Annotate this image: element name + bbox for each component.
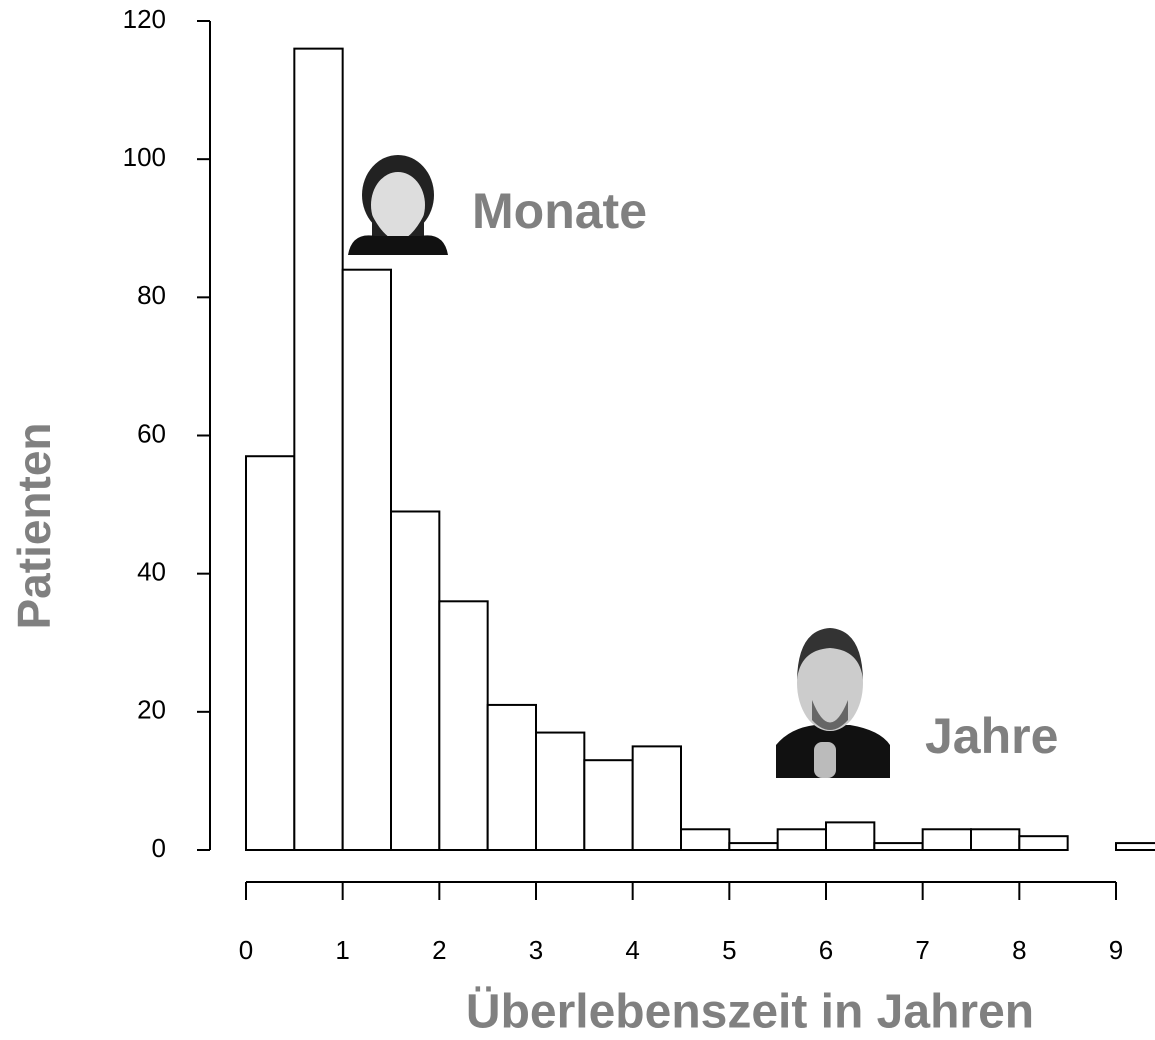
y-tick-label: 120 [123,4,166,34]
bar [391,511,439,850]
y-axis-label: Patienten [8,422,60,629]
shoulders [348,235,448,255]
annotation: Monate [472,183,647,239]
bar [923,829,971,850]
portrait-monate [348,155,448,255]
y-tick-label: 20 [137,695,166,725]
bar [633,746,681,850]
y-tick-label: 0 [152,833,166,863]
bar [778,829,826,850]
bar [488,705,536,850]
y-tick-label: 40 [137,557,166,587]
x-tick-label: 6 [819,935,833,965]
bar [439,601,487,850]
bar [294,49,342,850]
page: Monate Jahre Überlebenszeit in Jahren Pa… [0,0,1155,1040]
y-tick-label: 80 [137,280,166,310]
x-tick-label: 4 [625,935,639,965]
bar [343,270,391,850]
x-tick-label: 8 [1012,935,1026,965]
x-tick-label: 0 [239,935,253,965]
x-tick-label: 9 [1109,935,1123,965]
x-tick-label: 3 [529,935,543,965]
bar [729,843,777,850]
bar [1019,836,1067,850]
x-tick-label: 5 [722,935,736,965]
x-tick-label: 7 [915,935,929,965]
hand [814,742,836,778]
bar [874,843,922,850]
annotation: Jahre [925,708,1058,764]
x-tick-label: 1 [335,935,349,965]
x-tick-label: 2 [432,935,446,965]
bar [971,829,1019,850]
portrait-jahre [776,628,890,778]
chart: Monate Jahre Überlebenszeit in Jahren Pa… [0,0,1155,1040]
x-axis-label: Überlebenszeit in Jahren [466,986,1034,1039]
bar [536,733,584,850]
bar [246,456,294,850]
bar [681,829,729,850]
y-tick-label: 100 [123,142,166,172]
y-tick-label: 60 [137,418,166,448]
bar [1116,843,1155,850]
bar [826,822,874,850]
bar [584,760,632,850]
